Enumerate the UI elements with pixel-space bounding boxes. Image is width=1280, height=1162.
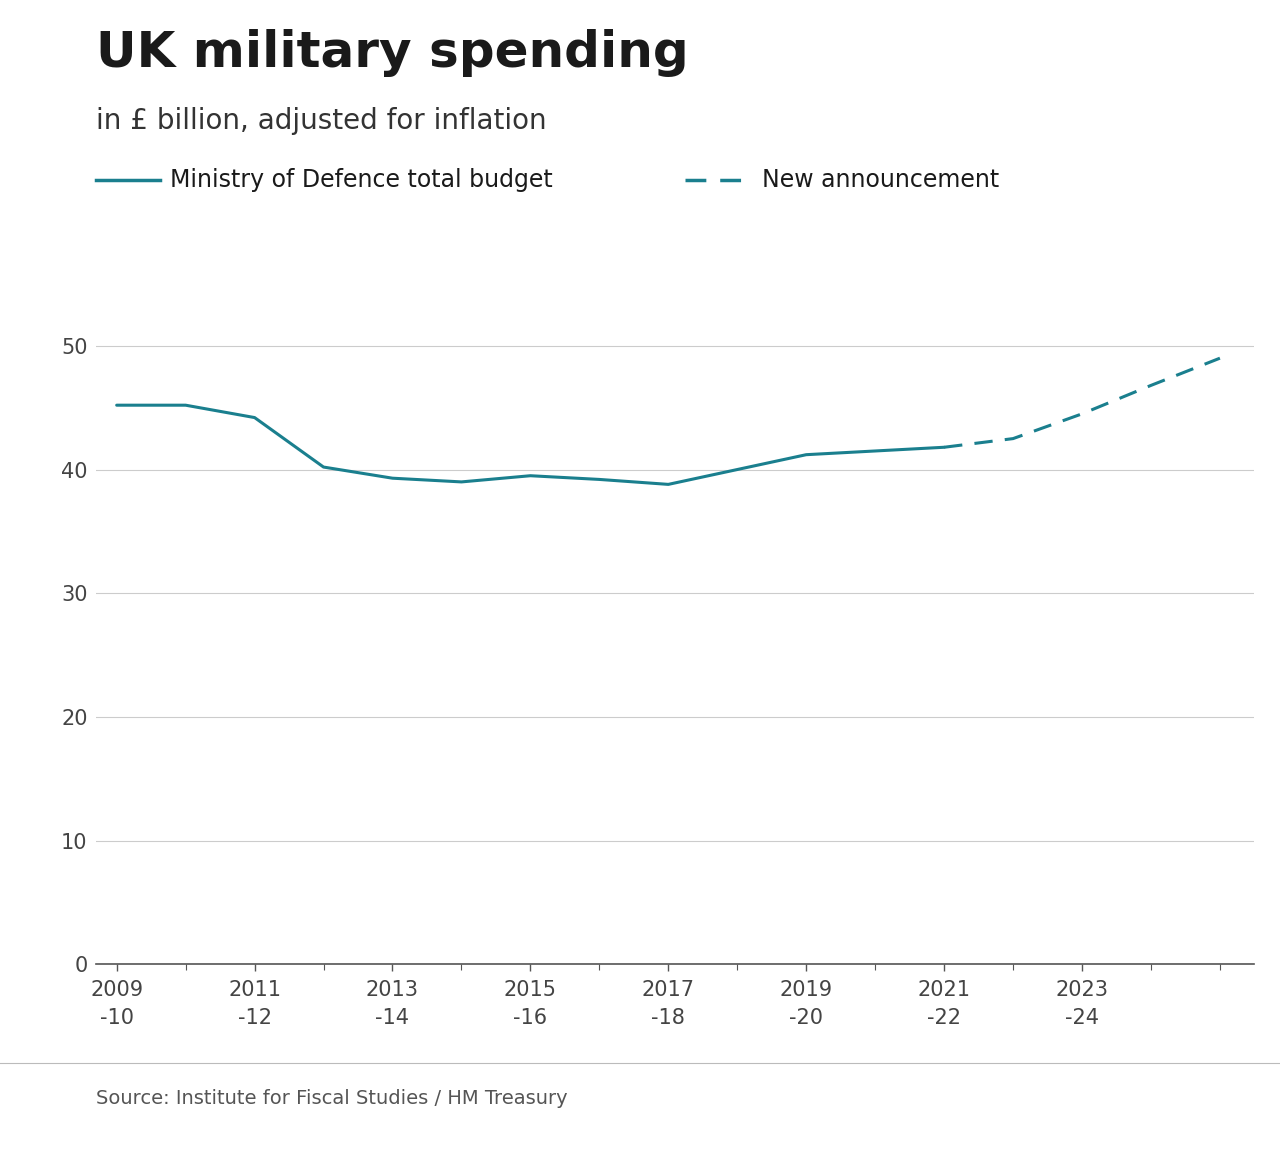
Text: BBC: BBC — [1155, 1095, 1212, 1118]
Text: UK military spending: UK military spending — [96, 29, 689, 77]
Text: New announcement: New announcement — [762, 168, 998, 192]
Text: in £ billion, adjusted for inflation: in £ billion, adjusted for inflation — [96, 107, 547, 135]
Text: Ministry of Defence total budget: Ministry of Defence total budget — [170, 168, 553, 192]
Text: Source: Institute for Fiscal Studies / HM Treasury: Source: Institute for Fiscal Studies / H… — [96, 1089, 567, 1107]
